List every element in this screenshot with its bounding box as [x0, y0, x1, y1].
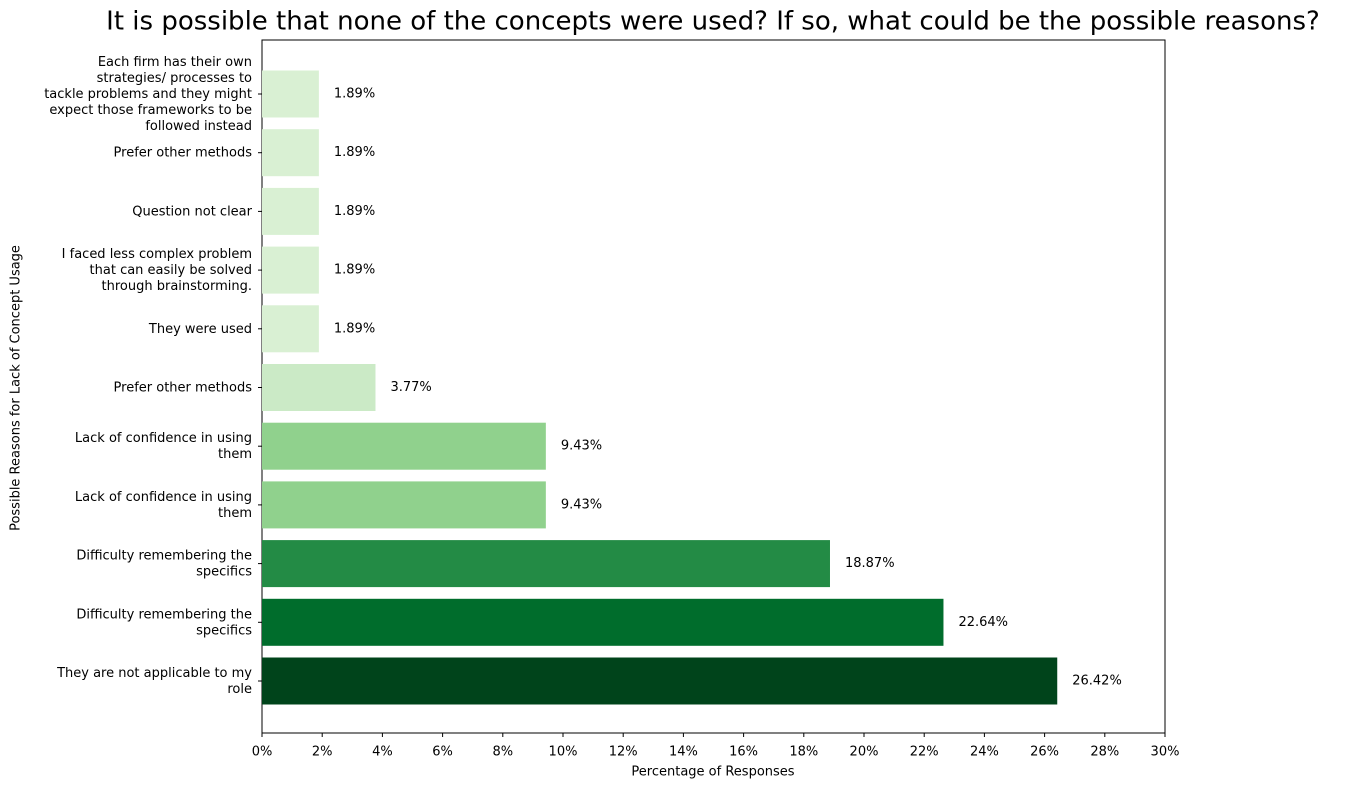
value-label: 1.89% — [334, 321, 375, 336]
value-label: 3.77% — [390, 380, 431, 395]
value-label: 26.42% — [1072, 674, 1122, 689]
x-tick-label: 18% — [789, 745, 818, 760]
bar — [262, 598, 944, 646]
y-tick-label: Difficulty remembering the specifics — [76, 548, 252, 579]
x-tick-label: 26% — [1030, 745, 1059, 760]
x-tick-label: 10% — [549, 745, 578, 760]
value-label: 18.87% — [845, 556, 895, 571]
y-tick-label: Prefer other methods — [114, 380, 253, 395]
y-tick-label: Lack of confidence in using them — [75, 489, 252, 520]
value-label: 22.64% — [958, 615, 1008, 630]
y-tick-label: They are not applicable to my role — [56, 666, 252, 697]
x-tick-label: 24% — [970, 745, 999, 760]
y-tick-label: I faced less complex problem that can eas… — [62, 247, 252, 294]
bar — [262, 187, 319, 235]
value-label: 1.89% — [334, 87, 375, 102]
x-tick-label: 8% — [492, 745, 513, 760]
value-label: 9.43% — [561, 497, 602, 512]
x-tick-label: 6% — [432, 745, 453, 760]
y-axis-label: Possible Reasons for Lack of Concept Usa… — [9, 245, 24, 531]
bar — [262, 129, 319, 177]
x-axis-label: Percentage of Responses — [631, 765, 794, 780]
bar — [262, 540, 830, 588]
x-tick-label: 30% — [1151, 745, 1180, 760]
bar — [262, 481, 546, 529]
y-tick-label: Question not clear — [132, 204, 252, 219]
x-tick-label: 0% — [252, 745, 273, 760]
y-tick-label: Lack of confidence in using them — [75, 431, 252, 462]
value-label: 9.43% — [561, 439, 602, 454]
bar — [262, 305, 319, 353]
x-tick-label: 12% — [609, 745, 638, 760]
chart-title: It is possible that none of the concepts… — [106, 7, 1320, 37]
y-tick-label: Prefer other methods — [114, 145, 253, 160]
value-label: 1.89% — [334, 145, 375, 160]
bar — [262, 422, 546, 470]
x-tick-label: 20% — [850, 745, 879, 760]
x-tick-label: 22% — [910, 745, 939, 760]
value-label: 1.89% — [334, 204, 375, 219]
value-label: 1.89% — [334, 263, 375, 278]
x-tick-label: 14% — [669, 745, 698, 760]
x-tick-label: 16% — [729, 745, 758, 760]
x-tick-label: 2% — [312, 745, 333, 760]
x-tick-label: 4% — [372, 745, 393, 760]
y-tick-label: Each firm has their own strategies/ proce… — [44, 55, 252, 134]
bar — [262, 364, 376, 411]
y-tick-label: Difficulty remembering the specifics — [76, 607, 252, 638]
x-tick-label: 28% — [1090, 745, 1119, 760]
y-tick-label: They were used — [148, 321, 252, 336]
bar — [262, 246, 319, 294]
bar — [262, 70, 319, 118]
bar — [262, 657, 1058, 705]
